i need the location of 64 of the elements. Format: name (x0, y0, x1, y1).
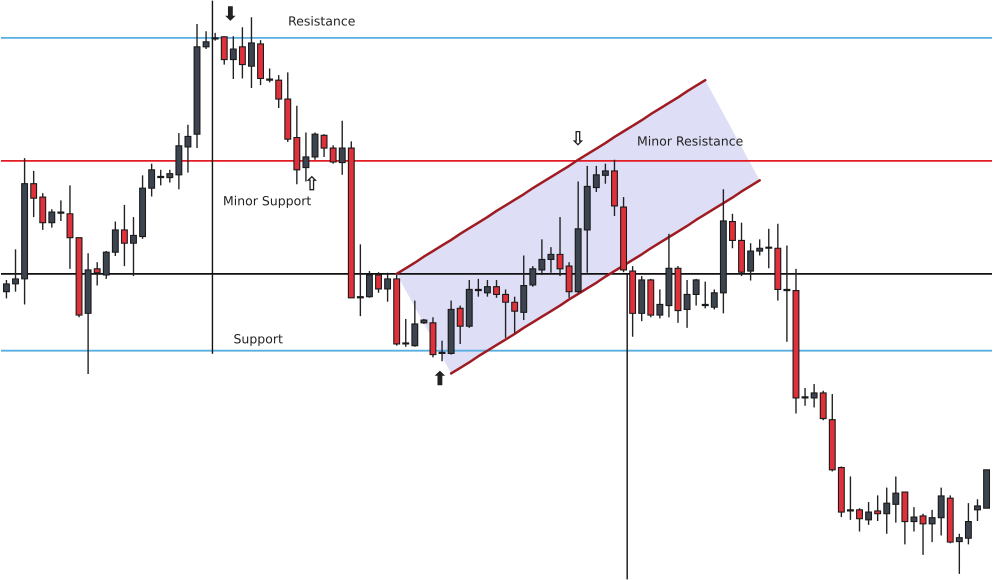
candlestick (330, 144, 337, 164)
candlestick (312, 132, 318, 160)
candlestick (765, 228, 772, 269)
candlestick (48, 208, 56, 228)
candlestick (728, 213, 736, 249)
annotation: Resistance (289, 16, 355, 26)
candlestick (892, 476, 900, 524)
candlestick (592, 165, 600, 193)
annotation: Support (234, 334, 283, 346)
candlestick (756, 238, 764, 256)
annotation: ⇩ (572, 130, 584, 146)
candlestick (920, 513, 926, 556)
annotation: ⬆ (434, 370, 446, 386)
candlestick (157, 169, 164, 186)
candlestick (456, 304, 464, 345)
candlestick (484, 279, 491, 298)
candlestick (166, 169, 174, 184)
annotation: Minor Resistance (638, 136, 743, 146)
candlestick (220, 36, 228, 66)
candlestick (938, 486, 945, 536)
candlestick (474, 278, 482, 298)
candlestick (928, 509, 936, 543)
candlestick (802, 387, 809, 406)
candlestick (57, 200, 64, 222)
candlestick (874, 494, 882, 522)
candlestick (964, 502, 972, 546)
candlestick (112, 220, 119, 257)
candlestick (692, 278, 700, 306)
candlestick (656, 288, 664, 320)
candlestick (511, 296, 518, 334)
annotation: ⇧ (306, 176, 318, 190)
candlestick (202, 30, 210, 50)
candlestick (910, 506, 918, 532)
candlestick (248, 16, 255, 89)
candlestick (120, 204, 128, 267)
candlestick (956, 533, 963, 575)
candlestick (846, 476, 854, 521)
candlestick (493, 279, 500, 298)
candlestick (710, 288, 718, 310)
candlestick (865, 501, 872, 526)
candlestick (66, 184, 74, 270)
candlestick (602, 162, 609, 184)
annotation: ⬇ (225, 6, 236, 21)
candlestick (402, 318, 410, 348)
candlestick (338, 120, 346, 176)
candlestick (810, 383, 818, 408)
candlestick (438, 340, 446, 362)
annotation: Minor Support (224, 196, 311, 208)
candlestick (30, 170, 38, 218)
candlestick (238, 26, 246, 80)
candlestick (148, 162, 156, 198)
candlestick (230, 36, 237, 80)
candlestick (184, 124, 192, 174)
candlestick (856, 507, 863, 532)
candlestick (266, 68, 274, 84)
candlestick (320, 133, 328, 158)
candlestick (502, 288, 510, 339)
candlestick (2, 279, 10, 300)
candlestick (275, 74, 282, 109)
candlestick (411, 300, 418, 348)
candlestick (684, 279, 691, 329)
candlestick (702, 280, 709, 310)
candlestick (974, 498, 981, 522)
candlestick (883, 486, 890, 534)
